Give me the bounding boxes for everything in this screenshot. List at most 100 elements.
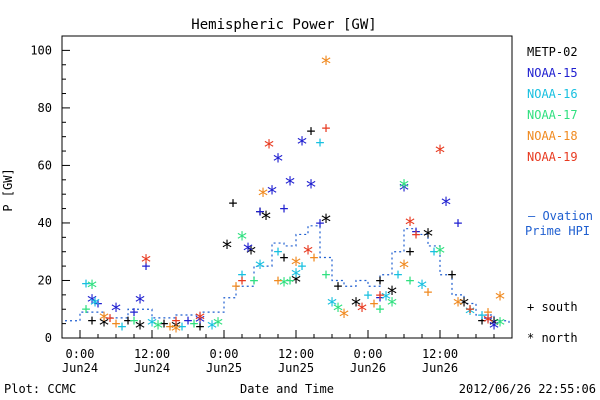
plot-credit: Plot: CCMC <box>4 382 76 396</box>
x-tick-time-label: 12:00 <box>134 347 170 361</box>
metp-02-north-point: * <box>386 282 398 306</box>
legend-entry: NOAA-17 <box>527 108 578 122</box>
noaa-15-north-point: * <box>134 291 146 315</box>
noaa-15-north-point: * <box>86 291 98 315</box>
noaa-18-south-point: + <box>483 303 492 321</box>
metp-02-north-point: * <box>488 314 500 338</box>
plot-timestamp: 2012/06/26 22:55:06 <box>459 382 596 396</box>
legend-entry: NOAA-15 <box>527 66 578 80</box>
noaa-18-north-point: * <box>494 288 506 312</box>
plot-frame <box>61 35 513 339</box>
noaa-17-south-point: + <box>81 300 90 318</box>
metp-02-south-point: + <box>375 271 384 289</box>
noaa-19-south-point: + <box>171 312 180 330</box>
metp-02-south-point: + <box>159 315 168 333</box>
noaa-16-north-point: * <box>206 316 218 340</box>
metp-02-south-point: + <box>279 248 288 266</box>
noaa-18-south-point: + <box>231 277 240 295</box>
noaa-16-south-point: + <box>177 317 186 335</box>
y-tick-label: 60 <box>38 158 52 172</box>
metp-02-north-point: * <box>422 224 434 248</box>
legend-entry: NOAA-18 <box>527 129 578 143</box>
noaa-16-north-point: * <box>146 314 158 338</box>
metp-02-north-point: * <box>290 270 302 294</box>
noaa-17-north-point: * <box>494 314 506 338</box>
noaa-15-north-point: * <box>398 178 410 202</box>
ovation-legend-label: — Ovation <box>528 209 593 223</box>
noaa-16-south-point: + <box>393 266 402 284</box>
noaa-17-south-point: + <box>405 271 414 289</box>
noaa-19-north-point: * <box>140 250 152 274</box>
noaa-18-south-point: + <box>165 317 174 335</box>
noaa-16-south-point: + <box>237 266 246 284</box>
noaa-19-south-point: + <box>321 119 330 137</box>
y-axis-label: P [GW] <box>1 168 15 211</box>
noaa-17-north-point: * <box>386 293 398 317</box>
noaa-19-south-point: + <box>411 225 420 243</box>
noaa-17-south-point: + <box>321 266 330 284</box>
noaa-18-south-point: + <box>423 283 432 301</box>
metp-02-south-point: + <box>255 202 264 220</box>
noaa-15-south-point: + <box>375 289 384 307</box>
noaa-16-north-point: * <box>416 276 428 300</box>
noaa-18-north-point: * <box>257 184 269 208</box>
metp-02-south-point: + <box>477 312 486 330</box>
metp-02-south-point: + <box>123 312 132 330</box>
noaa-19-south-point: + <box>465 300 474 318</box>
metp-02-north-point: * <box>458 293 470 317</box>
noaa-16-north-point: * <box>380 288 392 312</box>
noaa-19-south-point: + <box>375 286 384 304</box>
noaa-17-south-point: + <box>189 315 198 333</box>
y-tick-label: 100 <box>30 43 52 57</box>
x-tick-date-label: Jun24 <box>62 361 98 375</box>
chart-title: Hemispheric Power [GW] <box>191 17 376 33</box>
noaa-18-north-point: * <box>398 256 410 280</box>
noaa-15-south-point: + <box>129 303 138 321</box>
noaa-15-north-point: * <box>110 299 122 323</box>
noaa-15-south-point: + <box>93 294 102 312</box>
metp-02-north-point: * <box>170 316 182 340</box>
noaa-18-north-point: * <box>290 253 302 277</box>
noaa-16-north-point: * <box>326 293 338 317</box>
noaa-17-south-point: + <box>129 312 138 330</box>
x-tick-time-label: 12:00 <box>422 347 458 361</box>
legend-entry: NOAA-19 <box>527 150 578 164</box>
legend-north: * north <box>527 331 578 345</box>
y-axis: 0 20 40 60 80 100 <box>30 43 70 345</box>
noaa-15-south-point: + <box>279 200 288 218</box>
noaa-17-north-point: * <box>278 273 290 297</box>
y-tick-label: 40 <box>38 216 52 230</box>
noaa-16-south-point: + <box>273 243 282 261</box>
noaa-18-south-point: + <box>369 294 378 312</box>
metp-02-south-point: + <box>447 266 456 284</box>
x-tick-date-label: Jun26 <box>422 361 458 375</box>
noaa-16-south-point: + <box>81 274 90 292</box>
metp-02-north-point: * <box>350 293 362 317</box>
noaa-18-south-point: + <box>111 315 120 333</box>
noaa-17-south-point: + <box>285 271 294 289</box>
noaa-16-south-point: + <box>315 133 324 151</box>
noaa-18-north-point: * <box>98 308 110 332</box>
x-tick-date-label: Jun25 <box>206 361 242 375</box>
y-tick-label: 0 <box>45 331 52 345</box>
metp-02-south-point: + <box>405 243 414 261</box>
noaa-18-north-point: * <box>452 293 464 317</box>
noaa-19-north-point: * <box>194 308 206 332</box>
noaa-19-north-point: * <box>302 242 314 266</box>
metp-02-south-point: + <box>228 194 237 212</box>
x-axis: 0:00Jun2412:00Jun240:00Jun2512:00Jun250:… <box>61 330 513 375</box>
noaa-16-south-point: + <box>117 317 126 335</box>
noaa-17-south-point: + <box>249 271 258 289</box>
noaa-15-north-point: * <box>194 311 206 335</box>
noaa-17-north-point: * <box>152 316 164 340</box>
noaa-15-north-point: * <box>440 193 452 217</box>
noaa-16-south-point: + <box>297 257 306 275</box>
noaa-15-north-point: * <box>272 150 284 174</box>
noaa-15-north-point: * <box>296 132 308 156</box>
x-axis-label: Date and Time <box>240 382 334 396</box>
noaa-17-south-point: + <box>375 300 384 318</box>
noaa-19-north-point: * <box>263 135 275 159</box>
legend-entry: NOAA-16 <box>527 87 578 101</box>
metp-02-north-point: * <box>320 210 332 234</box>
x-tick-time-label: 12:00 <box>278 347 314 361</box>
